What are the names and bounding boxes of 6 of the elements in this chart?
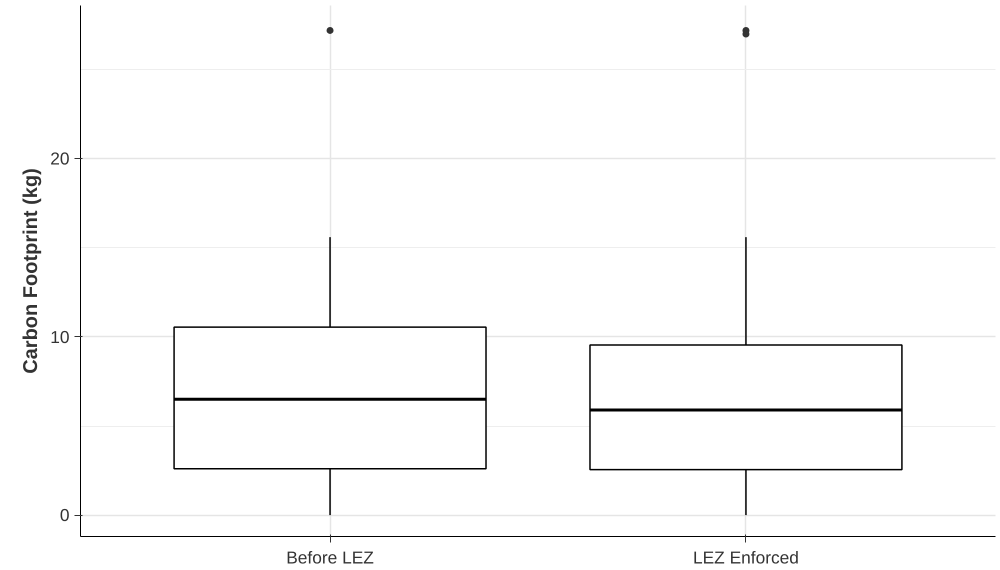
x-tick-label: LEZ Enforced: [692, 548, 799, 568]
y-tick-label: 0: [60, 505, 70, 526]
y-tick-label: 10: [50, 326, 70, 347]
x-tick-label: Before LEZ: [286, 548, 374, 568]
y-axis-title: Carbon Footprint (kg): [20, 168, 42, 374]
y-tick-label: 20: [50, 148, 70, 169]
